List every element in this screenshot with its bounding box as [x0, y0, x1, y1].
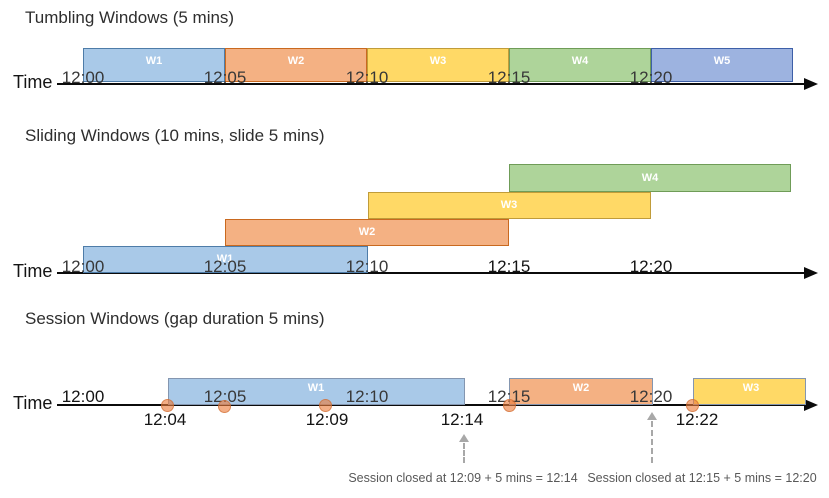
tumbling-window-label: W2 — [287, 55, 305, 67]
event-dot — [319, 399, 332, 412]
session-window-w2 — [509, 378, 653, 405]
sliding-tick-label: 12:10 — [345, 257, 389, 276]
session-window-w3 — [693, 378, 806, 405]
session-timeline-arrowhead-icon — [804, 399, 818, 411]
event-dot — [218, 400, 231, 413]
sliding-tick-label: 12:15 — [487, 257, 531, 276]
sliding-section-title: Sliding Windows (10 mins, slide 5 mins) — [25, 126, 325, 145]
session-window-w1 — [168, 378, 465, 405]
sliding-window-label: W4 — [641, 172, 659, 184]
session-window-label: W3 — [742, 382, 760, 394]
session-close-arrow-icon — [647, 412, 657, 420]
session-window-label: W2 — [572, 382, 590, 394]
event-dot — [503, 399, 516, 412]
event-time-label: 12:09 — [305, 410, 349, 429]
sliding-tick-label: 12:00 — [61, 257, 105, 276]
sliding-tick-label: 12:05 — [203, 257, 247, 276]
sliding-time-axis-label: Time — [13, 261, 53, 281]
sliding-window-w1 — [83, 246, 368, 273]
sliding-timeline-line — [57, 272, 806, 274]
session-window-label: W1 — [307, 382, 325, 394]
tumbling-window-w1 — [83, 48, 225, 82]
session-close-arrow-line — [463, 443, 465, 463]
session-time-axis-label: Time — [13, 393, 53, 413]
event-time-label: 12:14 — [440, 410, 484, 429]
event-dot — [686, 399, 699, 412]
session-timeline-line — [57, 404, 806, 406]
tumbling-section-title: Tumbling Windows (5 mins) — [25, 8, 235, 27]
session-tick-label: 12:10 — [345, 387, 389, 406]
sliding-window-w3 — [368, 192, 651, 219]
tumbling-time-axis-label: Time — [13, 72, 53, 92]
session-section-title: Session Windows (gap duration 5 mins) — [25, 309, 325, 328]
tumbling-window-label: W5 — [713, 55, 731, 67]
sliding-window-label: W3 — [500, 199, 518, 211]
tumbling-tick-label: 12:20 — [629, 68, 673, 87]
sliding-window-w2 — [225, 219, 509, 246]
session-close-arrow-line — [651, 421, 653, 463]
tumbling-tick-label: 12:00 — [61, 68, 105, 87]
tumbling-tick-label: 12:15 — [487, 68, 531, 87]
sliding-tick-label: 12:20 — [629, 257, 673, 276]
tumbling-window-label: W4 — [571, 55, 589, 67]
tumbling-timeline-line — [57, 83, 806, 85]
tumbling-window-w3 — [367, 48, 509, 82]
session-close-arrow-icon — [459, 434, 469, 442]
tumbling-window-label: W1 — [145, 55, 163, 67]
sliding-window-w4 — [509, 164, 791, 192]
session-tick-label: 12:20 — [629, 387, 673, 406]
event-time-label: 12:22 — [675, 410, 719, 429]
tumbling-window-label: W3 — [429, 55, 447, 67]
sliding-timeline-arrowhead-icon — [804, 267, 818, 279]
event-dot — [161, 399, 174, 412]
sliding-window-label: W1 — [216, 253, 234, 265]
session-close-annotation: Session closed at 12:15 + 5 mins = 12:20 — [587, 471, 817, 485]
session-tick-label: 12:15 — [487, 387, 531, 406]
tumbling-tick-label: 12:05 — [203, 68, 247, 87]
session-tick-label: 12:00 — [61, 387, 105, 406]
tumbling-window-w5 — [651, 48, 793, 82]
sliding-window-label: W2 — [358, 226, 376, 238]
session-close-annotation: Session closed at 12:09 + 5 mins = 12:14 — [348, 471, 578, 485]
tumbling-tick-label: 12:10 — [345, 68, 389, 87]
event-time-label: 12:04 — [143, 410, 187, 429]
session-tick-label: 12:05 — [203, 387, 247, 406]
tumbling-timeline-arrowhead-icon — [804, 78, 818, 90]
tumbling-window-w2 — [225, 48, 367, 82]
tumbling-window-w4 — [509, 48, 651, 82]
